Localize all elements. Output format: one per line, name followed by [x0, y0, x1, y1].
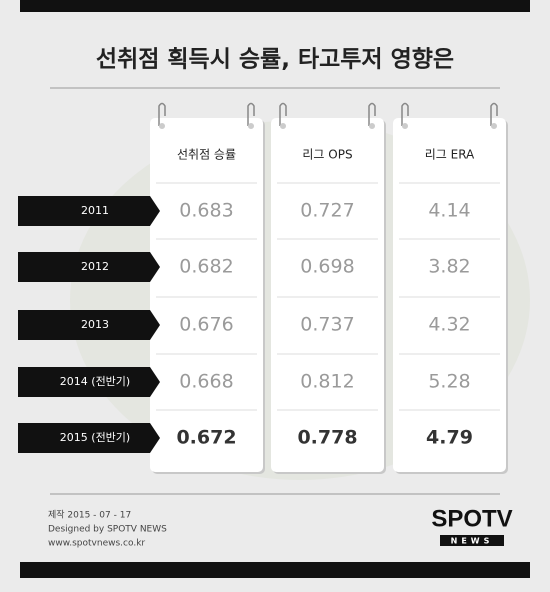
cell-value: 0.676 [179, 314, 233, 336]
binder-ring [401, 102, 409, 126]
binder-ring [490, 102, 498, 126]
row-label: 2015 (전반기) [60, 431, 130, 444]
row-label: 2013 [81, 318, 109, 331]
card [150, 118, 263, 472]
binder-ring [368, 102, 376, 126]
cell-value: 4.32 [428, 314, 470, 336]
row-label-bg [18, 310, 160, 340]
row-label-bg [18, 196, 160, 226]
footer-line: www.spotvnews.co.kr [48, 539, 145, 549]
cell-value: 0.812 [300, 371, 354, 393]
row-label-bg [18, 423, 160, 453]
cell-value: 0.698 [300, 256, 354, 278]
cell-value: 0.683 [179, 200, 233, 222]
cell-value: 0.672 [176, 427, 236, 449]
binder-hole [491, 123, 497, 129]
title: 선취점 획득시 승률, 타고투저 영향은 [96, 47, 454, 73]
row-label: 2012 [81, 260, 109, 273]
card [271, 118, 384, 472]
binder-ring [158, 102, 166, 126]
cell-value: 0.737 [300, 314, 354, 336]
binder-hole [402, 123, 408, 129]
logo-main: SPOTV [431, 505, 512, 532]
binder-hole [159, 123, 165, 129]
cell-value: 5.28 [428, 371, 470, 393]
binder-ring [279, 102, 287, 126]
cell-value: 4.14 [428, 200, 470, 222]
row-label: 2011 [81, 204, 109, 217]
card [393, 118, 506, 472]
cell-value: 3.82 [428, 256, 470, 278]
binder-hole [248, 123, 254, 129]
row-label-bg [18, 367, 160, 397]
column-header: 리그 OPS [302, 148, 352, 162]
cell-value: 0.668 [179, 371, 233, 393]
logo: SPOTV NEWS [431, 505, 513, 546]
row-label-bg [18, 252, 160, 282]
binder-hole [369, 123, 375, 129]
bottom-bar [20, 562, 530, 578]
binder-ring [247, 102, 255, 126]
cell-value: 0.727 [300, 200, 354, 222]
column-header: 리그 ERA [425, 148, 475, 162]
logo-sub: NEWS [451, 537, 494, 546]
logo-sub-bg [440, 535, 504, 546]
footer-line: Designed by SPOTV NEWS [48, 525, 167, 535]
cell-value: 0.778 [297, 427, 357, 449]
row-label: 2014 (전반기) [60, 375, 130, 388]
binder-hole [280, 123, 286, 129]
footer-line: 제작 2015 - 07 - 17 [48, 510, 131, 521]
top-bar [20, 0, 530, 12]
cell-value: 0.682 [179, 256, 233, 278]
cell-value: 4.79 [426, 427, 473, 449]
column-header: 선취점 승률 [177, 148, 236, 162]
